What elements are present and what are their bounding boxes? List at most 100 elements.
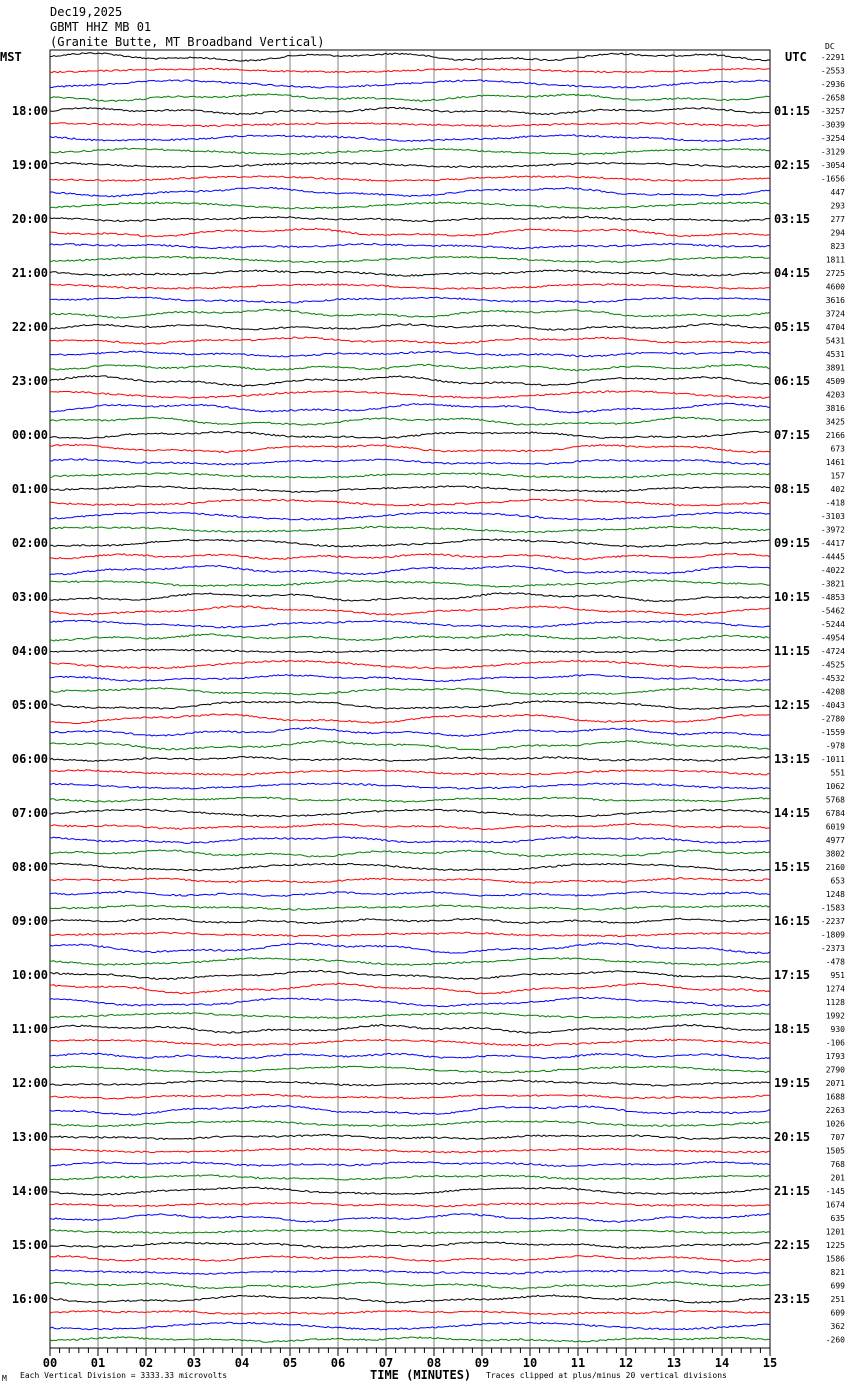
trace-line <box>49 982 771 995</box>
trace-line <box>49 836 771 844</box>
trace-line <box>49 175 771 182</box>
trace-dc-value: -4724 <box>821 647 845 656</box>
trace-dc-value: 768 <box>831 1160 846 1169</box>
trace-line <box>49 538 771 548</box>
trace-dc-value: 2790 <box>826 1066 845 1075</box>
trace-line <box>49 942 771 955</box>
right-hour-label: 15:15 <box>774 860 810 874</box>
trace-line <box>49 79 771 89</box>
trace-line <box>49 363 771 372</box>
x-tick-label: 03 <box>187 1356 201 1370</box>
trace-line <box>49 67 770 74</box>
title-location: (Granite Butte, MT Broadband Vertical) <box>50 35 325 49</box>
trace-dc-value: -3129 <box>821 148 845 157</box>
trace-line <box>49 186 771 198</box>
x-tick-label: 05 <box>283 1356 297 1370</box>
trace-line <box>49 106 771 116</box>
trace-dc-value: 5431 <box>826 337 845 346</box>
trace-dc-value: 653 <box>831 877 846 886</box>
trace-line <box>49 740 771 751</box>
trace-line <box>49 1213 771 1223</box>
left-hour-label: 08:00 <box>12 860 48 874</box>
trace-dc-value: 3891 <box>826 364 845 373</box>
right-hour-label: 05:15 <box>774 320 810 334</box>
left-hour-label: 07:00 <box>12 806 48 820</box>
left-hour-label: 11:00 <box>12 1022 48 1036</box>
trace-line <box>49 1023 771 1034</box>
trace-line <box>49 1079 771 1087</box>
trace-dc-value: 3616 <box>826 296 845 305</box>
trace-line <box>50 227 771 238</box>
trace-line <box>49 147 771 156</box>
left-hour-label: 00:00 <box>12 428 48 442</box>
trace-dc-value: 3802 <box>826 850 845 859</box>
trace-line <box>49 1228 771 1235</box>
x-tick-label: 11 <box>571 1356 585 1370</box>
right-hour-label: 13:15 <box>774 752 810 766</box>
right-axis-label: UTC <box>785 50 807 64</box>
trace-line <box>49 323 771 331</box>
trace-dc-value: 673 <box>831 445 846 454</box>
trace-dc-value: 699 <box>831 1282 846 1291</box>
trace-line <box>49 931 771 938</box>
left-hour-label: 20:00 <box>12 212 48 226</box>
trace-dc-value: 1201 <box>826 1228 845 1237</box>
trace-dc-value: 2263 <box>826 1106 845 1115</box>
right-hour-label: 20:15 <box>774 1130 810 1144</box>
trace-line <box>49 1321 771 1331</box>
trace-line <box>49 687 771 696</box>
trace-line <box>49 201 771 210</box>
trace-line <box>49 1093 771 1100</box>
trace-dc-value: -145 <box>826 1187 845 1196</box>
trace-line <box>49 121 771 128</box>
trace-dc-value: -3254 <box>821 134 845 143</box>
trace-dc-value: 4531 <box>826 350 845 359</box>
trace-dc-value: -2373 <box>821 944 845 953</box>
left-hour-label: 12:00 <box>12 1076 48 1090</box>
trace-dc-value: 1674 <box>826 1201 845 1210</box>
trace-dc-value: 3816 <box>826 404 845 413</box>
plot-frame <box>49 49 771 1349</box>
trace-dc-value: -5462 <box>821 607 845 616</box>
trace-dc-value: -2237 <box>821 917 845 926</box>
trace-line <box>49 1012 771 1019</box>
trace-line <box>49 308 771 319</box>
trace-dc-value: -4208 <box>821 688 845 697</box>
left-hour-label: 05:00 <box>12 698 48 712</box>
trace-dc-value: -4954 <box>821 634 845 643</box>
trace-line <box>49 552 771 561</box>
trace-dc-value: 201 <box>831 1174 846 1183</box>
left-hour-label: 03:00 <box>12 590 48 604</box>
trace-line <box>49 633 771 642</box>
trace-dc-value: -1011 <box>821 755 845 764</box>
trace-line <box>49 1038 771 1047</box>
trace-line <box>49 849 771 858</box>
right-hour-label: 01:15 <box>774 104 810 118</box>
trace-dc-value: -3257 <box>821 107 845 116</box>
title-date: Dec19,2025 <box>50 5 122 19</box>
trace-dc-value: 1248 <box>826 890 845 899</box>
trace-line <box>49 756 771 762</box>
trace-dc-value: -4525 <box>821 661 845 670</box>
trace-dc-value: -3039 <box>821 121 845 130</box>
right-hour-label: 18:15 <box>774 1022 810 1036</box>
trace-dc-value: 402 <box>831 485 846 494</box>
left-hour-label: 18:00 <box>12 104 48 118</box>
trace-dc-value: -978 <box>826 742 845 751</box>
trace-line <box>49 659 771 670</box>
right-hour-label: 04:15 <box>774 266 810 280</box>
trace-line <box>49 700 771 711</box>
title-station: GBMT HHZ MB 01 <box>50 20 151 34</box>
x-tick-label: 08 <box>427 1356 441 1370</box>
trace-line <box>49 904 771 911</box>
trace-dc-value: -1559 <box>821 728 845 737</box>
right-hour-label: 03:15 <box>774 212 810 226</box>
trace-line <box>50 485 771 493</box>
left-hour-label: 16:00 <box>12 1292 48 1306</box>
trace-dc-value: -478 <box>826 958 845 967</box>
x-tick-label: 13 <box>667 1356 681 1370</box>
left-axis-label: MST <box>0 50 22 64</box>
right-hour-label: 10:15 <box>774 590 810 604</box>
x-tick-label: 07 <box>379 1356 393 1370</box>
trace-line <box>49 458 771 466</box>
